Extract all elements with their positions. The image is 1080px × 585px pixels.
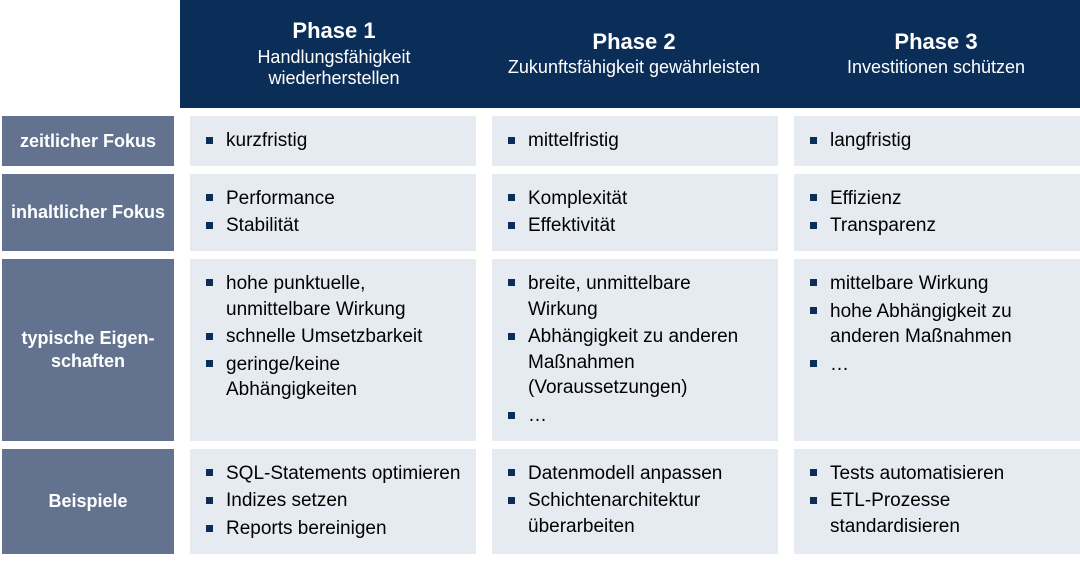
bullet-list: hohe punktuelle, unmittelbare Wirkungsch… bbox=[204, 271, 462, 403]
bullet-list: mittelfristig bbox=[506, 128, 764, 154]
bullet-list: EffizienzTransparenz bbox=[808, 186, 1066, 239]
bullet-list: kurzfristig bbox=[204, 128, 462, 154]
bullet-list: KomplexitätEffektivität bbox=[506, 186, 764, 239]
bullet-item: Datenmodell anpassen bbox=[524, 461, 764, 487]
bullet-list: SQL-Statements optimierenIndizes setzenR… bbox=[204, 461, 462, 542]
phase-title: Phase 2 bbox=[592, 29, 675, 55]
bullet-list: breite, unmittelbare WirkungAbhängigkeit… bbox=[506, 271, 764, 429]
bullet-list: langfristig bbox=[808, 128, 1066, 154]
bullet-item: mittelfristig bbox=[524, 128, 764, 154]
bullet-item: Tests automatisieren bbox=[826, 461, 1066, 487]
phase-subtitle: Investitionen schützen bbox=[847, 57, 1025, 79]
bullet-list: PerformanceStabilität bbox=[204, 186, 462, 239]
bullet-item: schnelle Umsetzbarkeit bbox=[222, 324, 462, 350]
bullet-item: Indizes setzen bbox=[222, 488, 462, 514]
row-label: zeitlicher Fokus bbox=[2, 116, 174, 166]
bullet-item: Reports bereinigen bbox=[222, 516, 462, 542]
bullet-item: Effektivität bbox=[524, 213, 764, 239]
bullet-item: langfristig bbox=[826, 128, 1066, 154]
bullet-list: Datenmodell anpassenSchichtenarchitektur… bbox=[506, 461, 764, 540]
table-cell: KomplexitätEffektivität bbox=[492, 174, 778, 251]
bullet-item: Stabilität bbox=[222, 213, 462, 239]
phase-arrow-body: Phase 3Investitionen schützen bbox=[750, 0, 1080, 108]
phase-header-row: Phase 1 Handlungsfähigkeit wiederherstell… bbox=[0, 0, 1080, 108]
bullet-item: Performance bbox=[222, 186, 462, 212]
bullet-item: Transparenz bbox=[826, 213, 1066, 239]
bullet-item: hohe punktuelle, unmittelbare Wirkung bbox=[222, 271, 462, 322]
table-cell: hohe punktuelle, unmittelbare Wirkungsch… bbox=[190, 259, 476, 441]
phase-arrow-3: Phase 3Investitionen schützen bbox=[750, 0, 1080, 108]
bullet-item: Effizienz bbox=[826, 186, 1066, 212]
table-cell: breite, unmittelbare WirkungAbhängigkeit… bbox=[492, 259, 778, 441]
bullet-item: mittelbare Wirkung bbox=[826, 271, 1066, 297]
diagram-wrap: Phase 1 Handlungsfähigkeit wiederherstell… bbox=[0, 0, 1080, 554]
table-cell: PerformanceStabilität bbox=[190, 174, 476, 251]
table-cell: Datenmodell anpassenSchichtenarchitektur… bbox=[492, 449, 778, 554]
content-grid: zeitlicher Fokus kurzfristig mittelfristig… bbox=[0, 116, 1080, 554]
bullet-item: SQL-Statements optimieren bbox=[222, 461, 462, 487]
table-cell: kurzfristig bbox=[190, 116, 476, 166]
bullet-item: Abhängigkeit zu anderen Maßnahmen (Vorau… bbox=[524, 324, 764, 401]
bullet-item: … bbox=[524, 403, 764, 429]
bullet-item: geringe/keine Abhängigkeiten bbox=[222, 352, 462, 403]
row-label: inhaltlicher Fokus bbox=[2, 174, 174, 251]
row-label: Beispiele bbox=[2, 449, 174, 554]
bullet-item: … bbox=[826, 352, 1066, 378]
phase-subtitle: Zukunftsfähigkeit gewährleisten bbox=[508, 57, 760, 79]
bullet-list: mittelbare Wirkunghohe Abhängigkeit zu a… bbox=[808, 271, 1066, 378]
bullet-item: ETL-Prozesse standardisieren bbox=[826, 488, 1066, 539]
table-cell: langfristig bbox=[794, 116, 1080, 166]
bullet-item: breite, unmittelbare Wirkung bbox=[524, 271, 764, 322]
phase-subtitle: Handlungsfähigkeit wiederherstellen bbox=[194, 47, 474, 90]
bullet-item: kurzfristig bbox=[222, 128, 462, 154]
bullet-item: hohe Abhängigkeit zu anderen Maßnahmen bbox=[826, 299, 1066, 350]
row-label: typische Eigen­schaften bbox=[2, 259, 174, 441]
bullet-list: Tests automatisierenETL-Prozesse standar… bbox=[808, 461, 1066, 540]
table-cell: mittelfristig bbox=[492, 116, 778, 166]
bullet-item: Komplexität bbox=[524, 186, 764, 212]
phase-title: Phase 3 bbox=[894, 29, 977, 55]
phase-title: Phase 1 bbox=[292, 18, 375, 44]
bullet-item: Schichtenarchitektur überarbeiten bbox=[524, 488, 764, 539]
table-cell: Tests automatisierenETL-Prozesse standar… bbox=[794, 449, 1080, 554]
table-cell: SQL-Statements optimierenIndizes setzenR… bbox=[190, 449, 476, 554]
table-cell: EffizienzTransparenz bbox=[794, 174, 1080, 251]
table-cell: mittelbare Wirkunghohe Abhängigkeit zu a… bbox=[794, 259, 1080, 441]
